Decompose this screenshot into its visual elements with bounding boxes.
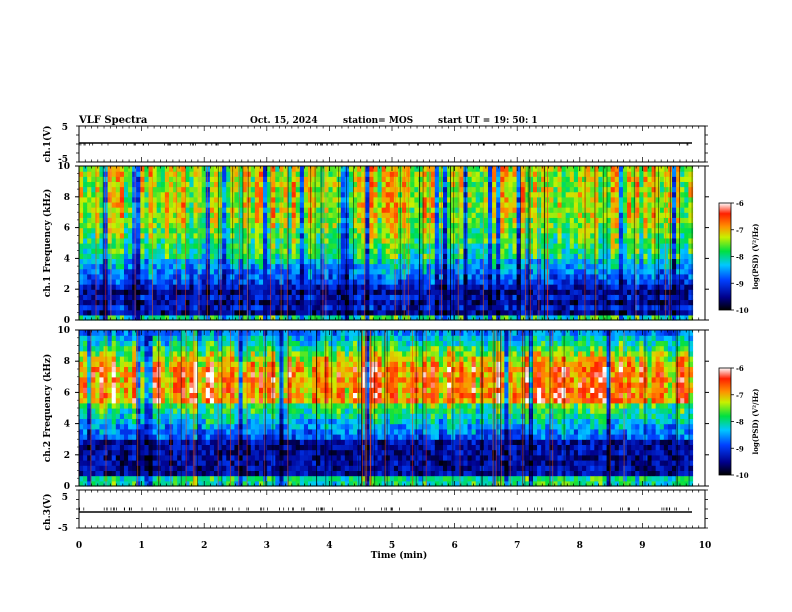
time-tick-label: 8: [577, 541, 583, 551]
time-tick-label: 5: [389, 541, 395, 551]
spectrogram-ytick-label: 4: [64, 420, 70, 430]
ch2-colorbar: -6 -7 -8 -9 -10 log(PSD) (V²/Hz): [718, 364, 760, 480]
spectrogram-ytick-label: 8: [64, 193, 70, 203]
ch1-ytick-bottom: -5: [58, 155, 68, 165]
ch3-waveform-ylabel: ch.3(V): [42, 494, 53, 531]
colorbar-tick-label: -9: [736, 444, 744, 453]
spectrogram-ytick-label: 0: [64, 316, 70, 326]
colorbar-label: log(PSD) (V²/Hz): [751, 224, 760, 290]
spectrogram-ytick-label: 0: [64, 482, 70, 492]
colorbar-tick-label: -7: [736, 391, 744, 400]
colorbar-tick-label: -9: [736, 279, 744, 288]
ch2-spectrogram-yaxis: 0 2 4 6 8 10: [57, 326, 709, 492]
time-tick-label: 1: [138, 541, 144, 551]
time-tick-label: 10: [699, 541, 712, 551]
date-label: Oct. 15, 2024: [250, 116, 318, 126]
spectrogram-ytick-label: 10: [57, 326, 70, 336]
spectrogram-ytick-label: 2: [64, 285, 70, 295]
colorbar-tick-label: -10: [736, 306, 749, 315]
colorbar-tick-label: -7: [736, 226, 744, 235]
ch3-ytick-top: 5: [62, 493, 68, 503]
ch2-spectrogram-panel: 0 2 4 6 8 10 ch.2 Frequency (kHz) -6 -7 -8 -9 -10…: [42, 326, 760, 492]
time-tick-label: 4: [326, 541, 332, 551]
time-tick-label: 7: [514, 541, 520, 551]
spectrogram-ytick-label: 10: [57, 162, 70, 172]
spectrogram-ytick-label: 2: [64, 451, 70, 461]
start-time-label: start UT = 19: 50: 1: [438, 116, 538, 126]
figure-title: VLF Spectra: [78, 115, 148, 126]
spectrogram-ytick-label: 4: [64, 254, 70, 264]
ch1-waveform-ylabel: ch.1(V): [42, 126, 53, 163]
colorbar-tick-label: -10: [736, 471, 749, 480]
colorbar-tick-label: -8: [736, 418, 744, 427]
colorbar-tick-label: -6: [736, 199, 744, 208]
ch2-spectrogram-image: [79, 330, 705, 487]
time-tick-label: 0: [76, 541, 82, 551]
time-axis-label: Time (min): [371, 550, 428, 561]
time-tick-label: 2: [201, 541, 207, 551]
time-tick-label: 3: [264, 541, 270, 551]
ch3-waveform-ticks: [76, 489, 708, 529]
ch1-waveform-ticks: [76, 125, 708, 163]
spectrogram-ytick-label: 8: [64, 357, 70, 367]
ch1-ytick-top: 5: [62, 123, 68, 133]
station-label: station= MOS: [343, 116, 413, 126]
ch3-ytick-bottom: -5: [58, 524, 68, 534]
ch1-spectrogram-ylabel: ch.1 Frequency (kHz): [42, 189, 53, 298]
spectrogram-ytick-label: 6: [64, 388, 70, 398]
colorbar-tick-label: -8: [736, 253, 744, 262]
ch1-spectrogram-image: [79, 166, 705, 321]
ch1-spectrogram-yaxis: 0 2 4 6 8 10: [57, 162, 709, 326]
time-tick-label: 9: [639, 541, 645, 551]
ch1-colorbar: -6 -7 -8 -9 -10 log(PSD) (V²/Hz): [718, 199, 760, 315]
colorbar-label: log(PSD) (V²/Hz): [751, 389, 760, 455]
ch2-spectrogram-ylabel: ch.2 Frequency (kHz): [42, 354, 53, 463]
ch1-spectrogram-panel: 0 2 4 6 8 10 ch.1 Frequency (kHz) -6 -7 -8 -9 -10…: [42, 162, 760, 326]
time-tick-label: 6: [451, 541, 457, 551]
colorbar-tick-label: -6: [736, 364, 744, 373]
time-axis: 0 1 2 3 4 5 6 7 8 9 10: [76, 126, 711, 551]
spectrogram-ytick-label: 6: [64, 224, 70, 234]
